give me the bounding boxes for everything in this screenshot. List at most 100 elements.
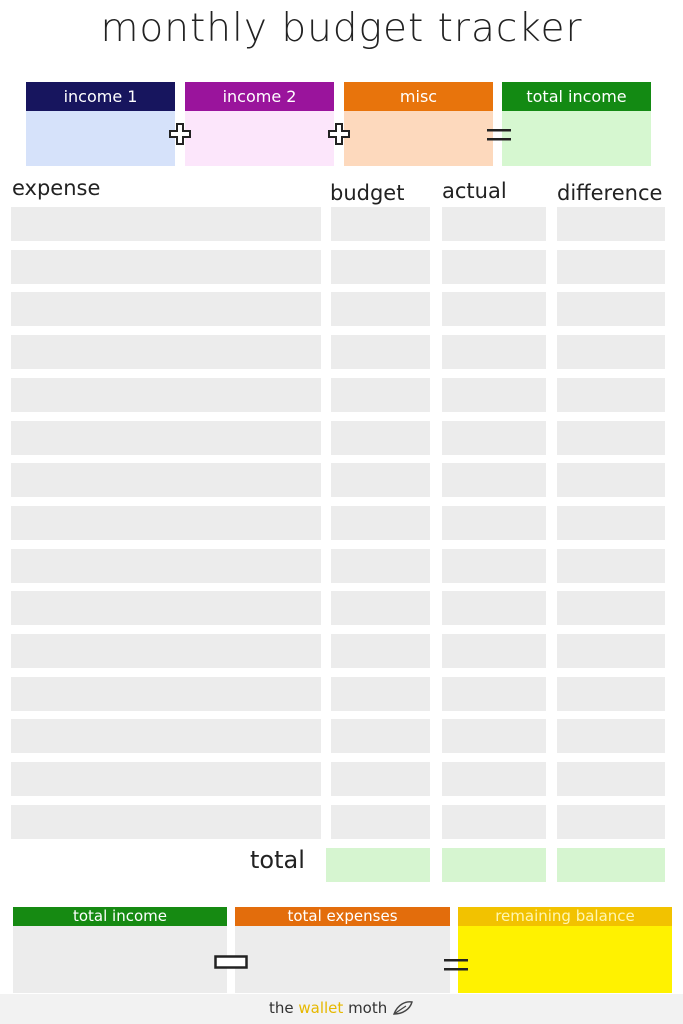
actual-cell[interactable] (442, 335, 546, 369)
expense-cell[interactable] (11, 292, 321, 326)
budget-cell[interactable] (331, 207, 430, 241)
summary-total-income-field[interactable] (13, 926, 227, 993)
budget-cell[interactable] (331, 719, 430, 753)
actual-cell[interactable] (442, 207, 546, 241)
budget-cell[interactable] (331, 805, 430, 839)
budget-total-cell[interactable] (326, 848, 430, 882)
expense-cell[interactable] (11, 335, 321, 369)
footer-suffix: moth (343, 999, 388, 1017)
budget-cell[interactable] (331, 250, 430, 284)
footer-prefix: the (269, 999, 299, 1017)
difference-cell[interactable] (557, 591, 665, 625)
budget-cell[interactable] (331, 762, 430, 796)
budget-cell[interactable] (331, 591, 430, 625)
difference-cell[interactable] (557, 762, 665, 796)
plus-icon (169, 123, 191, 145)
expense-cell[interactable] (11, 634, 321, 668)
income-1-label: income 1 (26, 82, 175, 111)
actual-cell[interactable] (442, 677, 546, 711)
difference-cell[interactable] (557, 378, 665, 412)
summary-total-expenses-field[interactable] (235, 926, 450, 993)
actual-cell[interactable] (442, 250, 546, 284)
total-income-box: total income (502, 82, 651, 166)
actual-cell[interactable] (442, 549, 546, 583)
difference-cell[interactable] (557, 805, 665, 839)
income-2-box: income 2 (185, 82, 334, 166)
budget-cell[interactable] (331, 549, 430, 583)
moth-leaf-icon (392, 1001, 413, 1015)
summary-remaining-balance-field[interactable] (458, 926, 672, 993)
expense-cell[interactable] (11, 762, 321, 796)
actual-cell[interactable] (442, 805, 546, 839)
difference-cell[interactable] (557, 250, 665, 284)
minus-icon (214, 955, 248, 969)
difference-cell[interactable] (557, 292, 665, 326)
expense-cell[interactable] (11, 378, 321, 412)
actual-cell[interactable] (442, 421, 546, 455)
expense-cell[interactable] (11, 719, 321, 753)
budget-cell[interactable] (331, 421, 430, 455)
summary-total-expenses-label: total expenses (235, 907, 450, 926)
actual-cell[interactable] (442, 378, 546, 412)
expense-cell[interactable] (11, 207, 321, 241)
summary-total-income-label: total income (13, 907, 227, 926)
budget-cell[interactable] (331, 506, 430, 540)
footer-brand: the wallet moth (269, 999, 414, 1017)
summary-remaining-balance-label: remaining balance (458, 907, 672, 926)
difference-cell[interactable] (557, 207, 665, 241)
summary-total-income-box: total income (13, 907, 227, 993)
difference-cell[interactable] (557, 634, 665, 668)
expense-cell[interactable] (11, 421, 321, 455)
difference-cell[interactable] (557, 549, 665, 583)
expense-column-header: expense (12, 176, 101, 200)
actual-cell[interactable] (442, 292, 546, 326)
difference-cell[interactable] (557, 677, 665, 711)
footer (0, 994, 683, 1024)
income-2-label: income 2 (185, 82, 334, 111)
actual-column-header: actual (442, 179, 507, 203)
actual-total-cell[interactable] (442, 848, 546, 882)
budget-cell[interactable] (331, 463, 430, 497)
actual-cell[interactable] (442, 591, 546, 625)
page-title: monthly budget tracker (100, 6, 583, 51)
actual-cell[interactable] (442, 719, 546, 753)
difference-cell[interactable] (557, 335, 665, 369)
budget-cell[interactable] (331, 677, 430, 711)
expense-cell[interactable] (11, 677, 321, 711)
expense-cell[interactable] (11, 463, 321, 497)
expense-cell[interactable] (11, 250, 321, 284)
difference-cell[interactable] (557, 463, 665, 497)
total-income-label: total income (502, 82, 651, 111)
plus-icon (328, 123, 350, 145)
actual-cell[interactable] (442, 506, 546, 540)
budget-cell[interactable] (331, 292, 430, 326)
misc-field[interactable] (344, 111, 493, 166)
income-2-field[interactable] (185, 111, 334, 166)
actual-cell[interactable] (442, 762, 546, 796)
budget-column-header: budget (330, 181, 405, 205)
budget-cell[interactable] (331, 378, 430, 412)
budget-cell[interactable] (331, 335, 430, 369)
expense-cell[interactable] (11, 805, 321, 839)
equals-icon (444, 959, 468, 971)
income-1-field[interactable] (26, 111, 175, 166)
budget-cell[interactable] (331, 634, 430, 668)
misc-label: misc (344, 82, 493, 111)
actual-cell[interactable] (442, 634, 546, 668)
expense-cell[interactable] (11, 506, 321, 540)
difference-cell[interactable] (557, 506, 665, 540)
expense-cell[interactable] (11, 591, 321, 625)
summary-total-expenses-box: total expenses (235, 907, 450, 993)
equals-icon (487, 129, 511, 141)
difference-cell[interactable] (557, 719, 665, 753)
difference-cell[interactable] (557, 421, 665, 455)
total-label: total (250, 846, 305, 874)
income-1-box: income 1 (26, 82, 175, 166)
difference-total-cell[interactable] (557, 848, 665, 882)
difference-column-header: difference (557, 181, 663, 205)
footer-brand-word: wallet (298, 999, 344, 1017)
misc-box: misc (344, 82, 493, 166)
total-income-field[interactable] (502, 111, 651, 166)
expense-cell[interactable] (11, 549, 321, 583)
actual-cell[interactable] (442, 463, 546, 497)
